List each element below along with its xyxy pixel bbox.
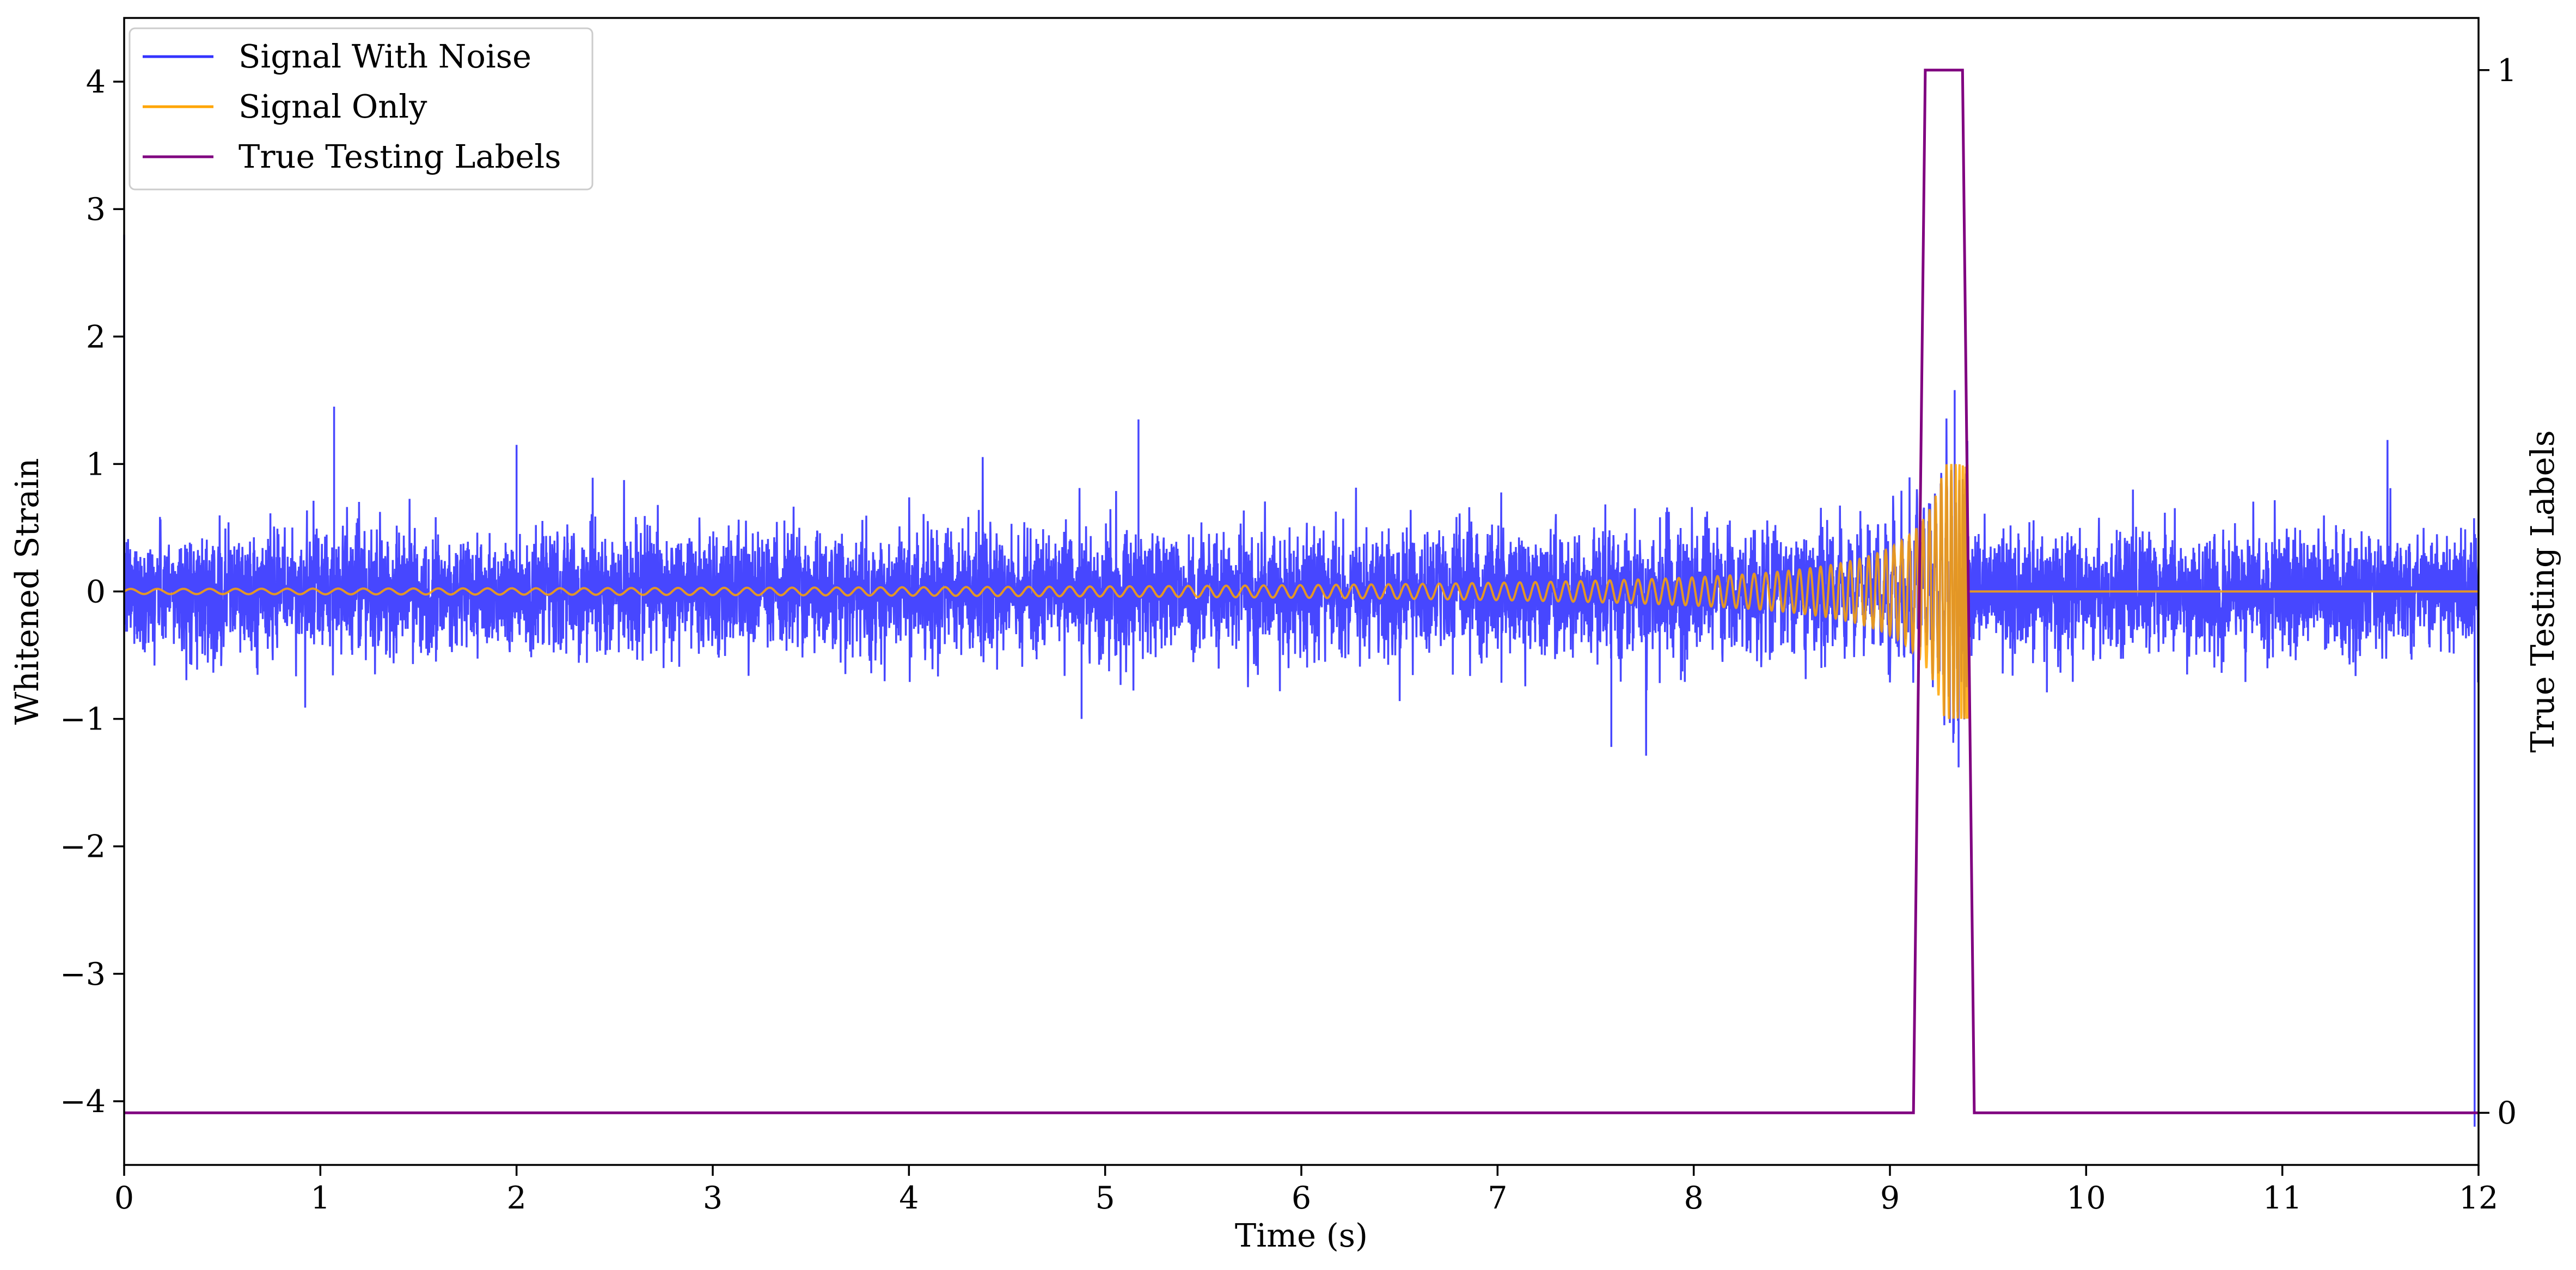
x-tick-label: 6 bbox=[1292, 1180, 1311, 1216]
y-axis-ticks: −4 −3 −2 −1 0 1 2 3 4 bbox=[60, 64, 124, 1120]
y-tick-label: −2 bbox=[60, 829, 106, 865]
x-axis-label: Time (s) bbox=[1235, 1217, 1368, 1254]
x-tick-label: 10 bbox=[2066, 1180, 2106, 1216]
series-true-testing-labels bbox=[124, 69, 2479, 1114]
series-signal-only bbox=[123, 464, 2479, 719]
right-y-tick-label: 1 bbox=[2497, 53, 2517, 89]
x-tick-label: 4 bbox=[899, 1180, 919, 1216]
x-tick-label: 8 bbox=[1684, 1180, 1704, 1216]
y-tick-label: 1 bbox=[86, 446, 106, 482]
x-tick-label: 5 bbox=[1096, 1180, 1115, 1216]
right-y-axis-ticks: 01 bbox=[2479, 53, 2517, 1131]
x-tick-label: 3 bbox=[703, 1180, 723, 1216]
x-tick-label: 2 bbox=[507, 1180, 527, 1216]
y-axis-label: Whitened Strain bbox=[8, 458, 46, 725]
x-tick-label: 11 bbox=[2262, 1180, 2302, 1216]
legend-label-signal-with-noise: Signal With Noise bbox=[238, 38, 531, 75]
x-tick-label: 0 bbox=[114, 1180, 134, 1216]
y-tick-label: 2 bbox=[86, 319, 106, 355]
right-y-axis-label: True Testing Labels bbox=[2524, 430, 2561, 752]
x-tick-label: 1 bbox=[310, 1180, 330, 1216]
x-tick-label: 9 bbox=[1880, 1180, 1900, 1216]
legend-box bbox=[129, 27, 593, 191]
y-tick-label: −3 bbox=[60, 956, 106, 992]
legend-label-signal-only: Signal Only bbox=[238, 88, 427, 125]
y-tick-label: 4 bbox=[86, 64, 106, 100]
x-tick-label: 12 bbox=[2459, 1180, 2499, 1216]
y-tick-label: −4 bbox=[60, 1084, 106, 1120]
y-tick-label: 0 bbox=[86, 574, 106, 610]
y-tick-label: −1 bbox=[60, 702, 106, 738]
legend: Signal With Noise Signal Only True Testi… bbox=[129, 27, 593, 191]
right-y-tick-label: 0 bbox=[2497, 1095, 2517, 1131]
x-axis-ticks: 0 1 2 3 4 5 6 7 8 9 10 11 12 bbox=[114, 1165, 2498, 1216]
y-tick-label: 3 bbox=[86, 192, 106, 228]
plot-area bbox=[123, 69, 2480, 1127]
legend-label-true-testing-labels: True Testing Labels bbox=[238, 138, 561, 175]
x-tick-label: 7 bbox=[1488, 1180, 1507, 1216]
